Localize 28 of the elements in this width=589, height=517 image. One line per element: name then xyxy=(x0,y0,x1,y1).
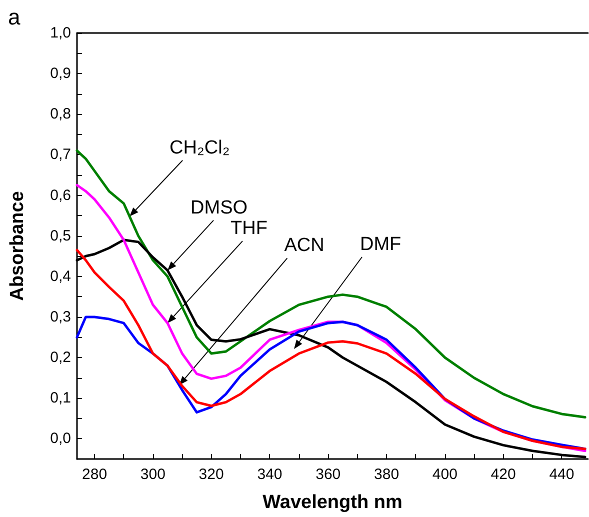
y-tick-label: 0,4 xyxy=(50,268,71,285)
y-tick-label: 0,1 xyxy=(50,390,71,407)
x-tick-label: 320 xyxy=(198,466,224,483)
y-axis-title: Absorbance xyxy=(7,191,28,301)
annotation: THF xyxy=(230,218,268,240)
y-tick-label: 0,5 xyxy=(50,227,71,244)
y-tick-label: 0,7 xyxy=(50,146,71,164)
x-tick-label: 400 xyxy=(432,466,458,483)
x-tick-label: 280 xyxy=(82,466,108,483)
y-tick-label: 0,3 xyxy=(50,308,71,326)
y-tick-label: 0,8 xyxy=(50,106,71,123)
x-tick-label: 360 xyxy=(316,466,341,483)
annotation: ACN xyxy=(284,235,324,256)
y-tick-label: 0,2 xyxy=(50,349,71,366)
y-tick-label: 0,0 xyxy=(50,430,71,448)
annotation: DMF xyxy=(360,234,402,255)
x-tick-label: 440 xyxy=(549,466,574,483)
y-tick-label: 0,6 xyxy=(50,186,71,204)
y-tick-label: 1,0 xyxy=(50,24,71,42)
x-axis-title: Wavelength nm xyxy=(262,492,402,513)
annotation: DMSO xyxy=(190,197,248,218)
x-tick-label: 340 xyxy=(257,466,282,483)
annotation: CH₂Cl₂ xyxy=(170,137,230,158)
x-tick-label: 300 xyxy=(140,466,166,483)
y-tick-label: 0,9 xyxy=(50,65,71,82)
x-tick-label: 420 xyxy=(490,466,516,483)
text: a xyxy=(8,4,21,30)
x-tick-label: 380 xyxy=(374,466,400,483)
